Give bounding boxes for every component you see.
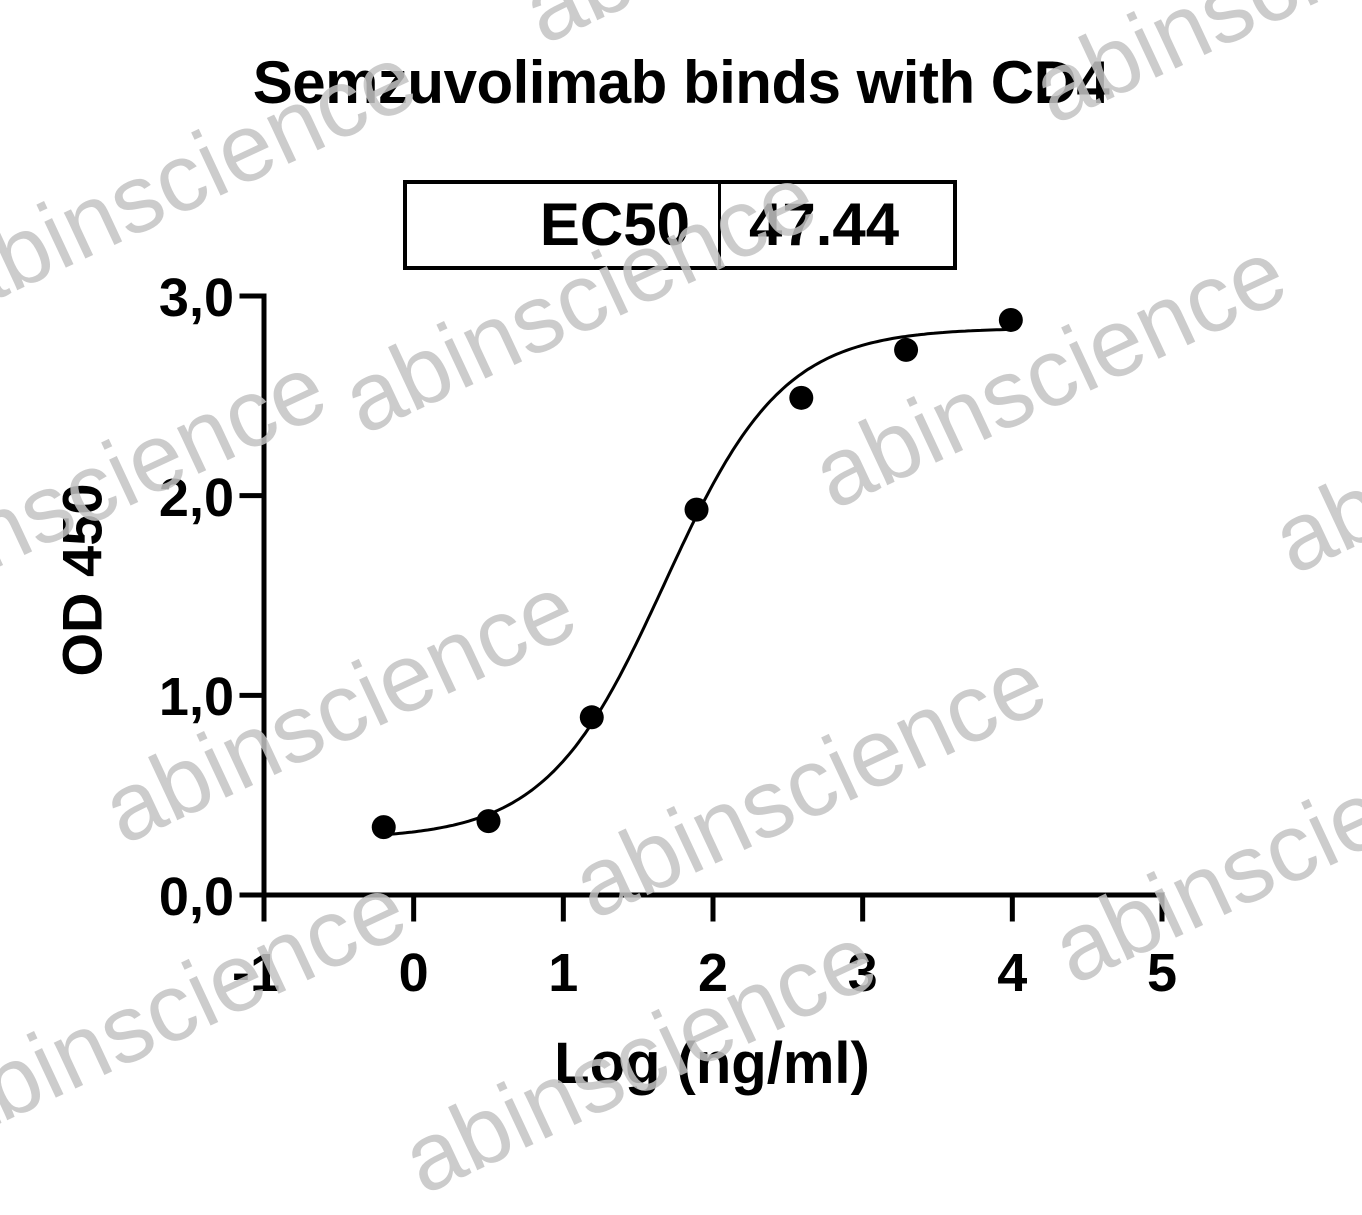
y-tick-label: 1,0 xyxy=(158,667,234,728)
x-tick-label: 0 xyxy=(398,943,429,1003)
data-points xyxy=(371,307,1023,840)
data-point xyxy=(684,497,709,522)
data-point xyxy=(998,307,1023,332)
x-tick-label: 1 xyxy=(548,943,579,1003)
y-tick-label: 2,0 xyxy=(158,467,234,528)
ec50-label: EC50 xyxy=(407,184,721,266)
fit-curve xyxy=(383,327,1013,837)
y-tick-label: 0,0 xyxy=(158,867,234,927)
y-tick-label: 3,0 xyxy=(158,268,234,328)
x-tick-label: 3 xyxy=(847,943,878,1003)
ec50-value: 47.44 xyxy=(749,191,900,258)
data-point xyxy=(476,809,501,834)
ec50-table: EC50 47.44 xyxy=(403,180,957,270)
x-tick-label: 4 xyxy=(997,943,1028,1003)
y-axis-label: OD 450 xyxy=(50,483,114,677)
plot-area xyxy=(239,293,1165,922)
x-axis-label: Log (ng/ml) xyxy=(554,1031,870,1096)
axes xyxy=(239,293,1165,922)
data-point xyxy=(579,705,604,730)
data-point xyxy=(894,337,919,362)
x-tick-label: -1 xyxy=(231,943,281,1003)
data-point xyxy=(371,815,396,840)
data-point xyxy=(789,385,814,410)
x-tick-label: 5 xyxy=(1146,943,1178,1003)
chart-title: Semzuvolimab binds with CD4 xyxy=(252,49,1110,116)
x-tick-label: 2 xyxy=(697,943,729,1003)
